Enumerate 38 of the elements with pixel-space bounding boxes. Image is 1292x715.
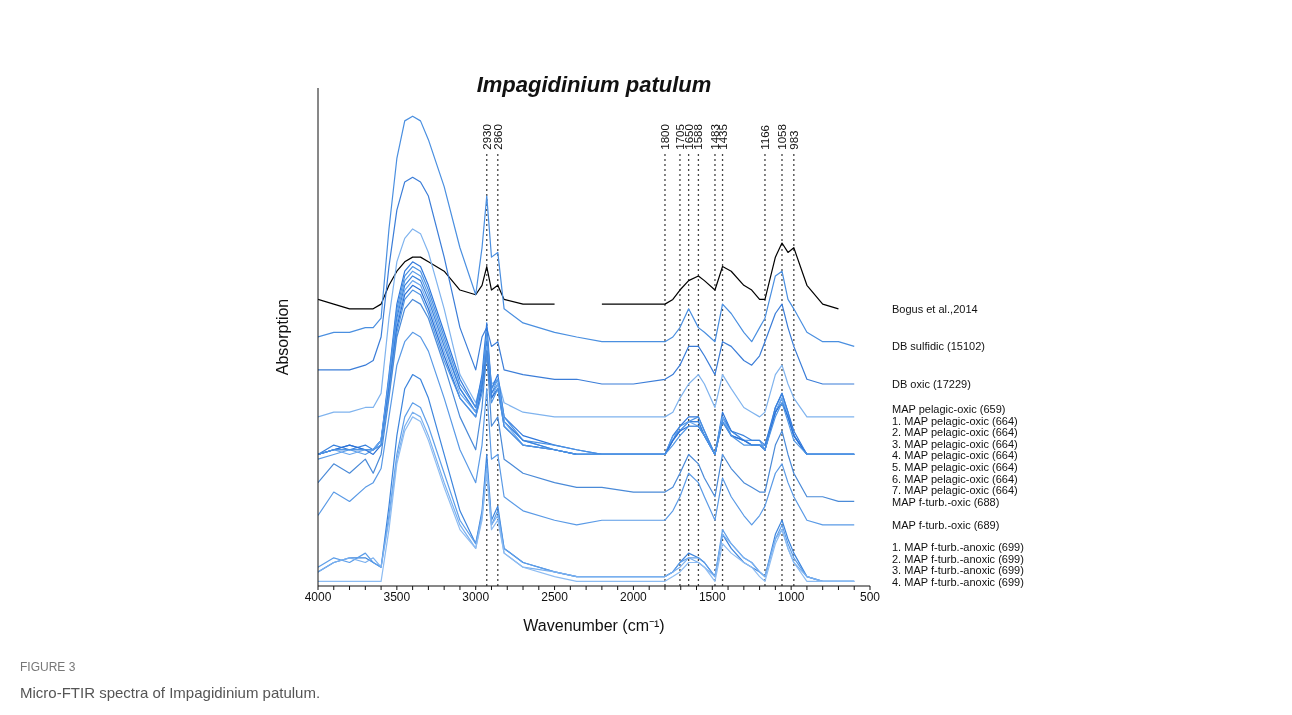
x-tick-label: 3000 xyxy=(462,589,490,604)
text: Micro-FTIR spectra of Impagidinium patulum. xyxy=(20,684,321,701)
text: 2. MAP f-turb.-anoxic (699) xyxy=(892,552,1024,565)
x-tick-label: 3500 xyxy=(383,589,411,604)
ref-line-label: 2860 xyxy=(491,124,504,150)
text: 6. MAP pelagic-oxic (664) xyxy=(892,472,1018,485)
text: 4. MAP f-turb.-anoxic (699) xyxy=(892,576,1024,588)
ref-line-label: 983 xyxy=(787,130,800,150)
x-tick-label: 500 xyxy=(859,589,881,604)
caption: FIGURE 3 xyxy=(20,660,76,674)
x-axis-title: Wavenumber (cm⁻¹) xyxy=(523,617,665,634)
text: DB oxic (17229) xyxy=(892,377,971,390)
ref-line-label: 1166 xyxy=(758,125,771,150)
text: 7. MAP pelagic-oxic (664) xyxy=(892,484,1018,497)
text: 4. MAP pelagic-oxic (664) xyxy=(892,449,1018,462)
x-tick-label: 1500 xyxy=(698,589,726,604)
text: MAP pelagic-oxic (659) xyxy=(892,403,1006,416)
y-axis-title: Absorption xyxy=(273,298,291,376)
x-tick-label: 2500 xyxy=(541,589,569,604)
ref-line-label: 1058 xyxy=(776,124,788,150)
chart-title: Impagidinium patulum xyxy=(475,72,713,98)
text: DB sulfidic (15102) xyxy=(892,340,985,353)
text: MAP f-turb.-oxic (688) xyxy=(892,495,1000,508)
text: MAP f-turb.-oxic (689) xyxy=(892,518,1000,531)
text: 3. MAP f-turb.-anoxic (699) xyxy=(892,564,1024,577)
ref-line-label: 1800 xyxy=(658,124,671,150)
x-tick-label: 4000 xyxy=(304,589,332,604)
text: 1. MAP f-turb.-anoxic (699) xyxy=(892,541,1024,554)
text: 1. MAP pelagic-oxic (664) xyxy=(892,414,1018,427)
x-tick-label: 2000 xyxy=(620,589,648,604)
ref-line-label: 1588 xyxy=(692,124,705,150)
ref-line-label: 2930 xyxy=(480,124,493,150)
x-tick-label: 1000 xyxy=(777,589,805,604)
text: Bogus et al.,2014 xyxy=(892,302,978,315)
text: 3. MAP pelagic-oxic (664) xyxy=(892,437,1018,450)
ref-line-label: 1705 xyxy=(673,124,686,150)
text: 2. MAP pelagic-oxic (664) xyxy=(892,426,1018,439)
text: 5. MAP pelagic-oxic (664) xyxy=(892,461,1018,474)
